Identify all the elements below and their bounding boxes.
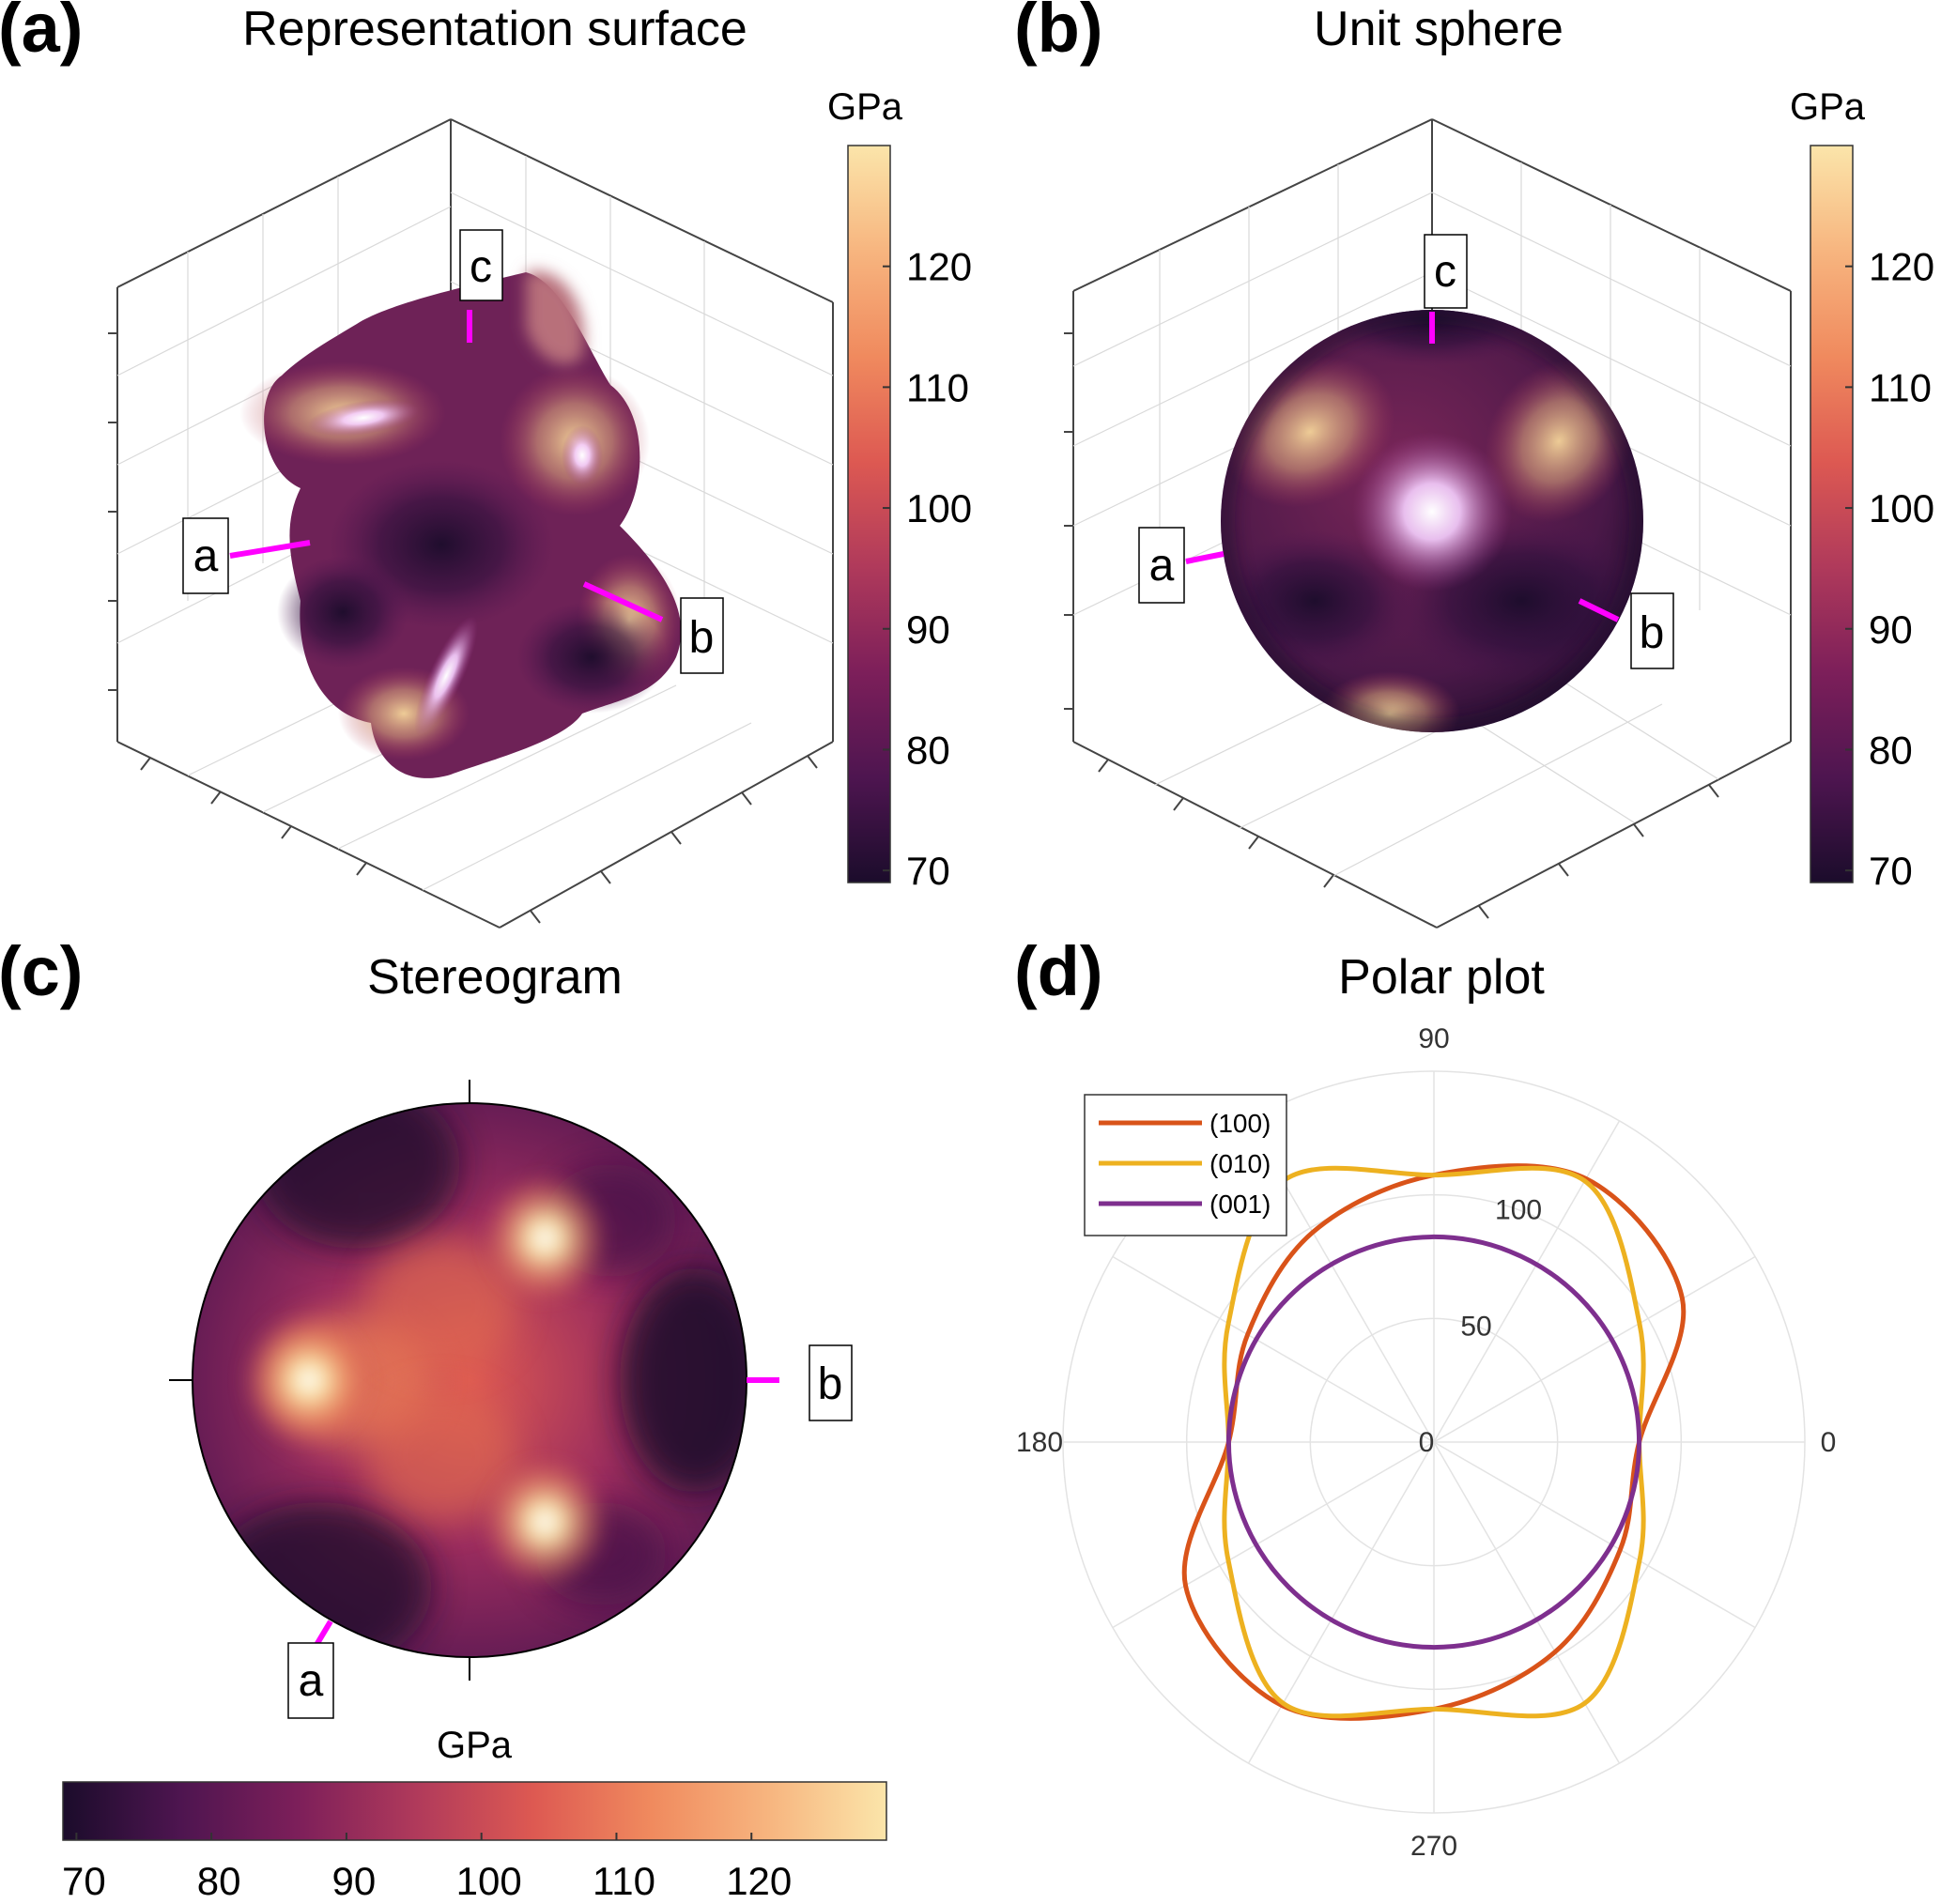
polar-r-tick-label: 0: [1419, 1427, 1435, 1458]
polar-grid-spoke: [1433, 1255, 1756, 1443]
axis-indicators-c: b a: [287, 1344, 853, 1719]
colorbar-tick-label: 100: [906, 486, 972, 530]
colorbar-tick-label: 110: [906, 365, 969, 409]
polar-legend-label: (001): [1209, 1190, 1271, 1219]
polar-angle-label: 90: [1418, 1023, 1449, 1054]
axis-label-c-a: c: [470, 242, 492, 292]
stereo-ticks: [169, 1080, 470, 1681]
panel-title-b: Unit sphere: [1314, 2, 1564, 56]
axis-label-b-a: b: [689, 613, 715, 663]
colorbar-tick-label: 70: [906, 849, 950, 893]
polar-series: [1181, 1163, 1687, 1721]
stereo-peak: [479, 1454, 611, 1590]
stereo-peak: [242, 1313, 375, 1448]
colorbar-tick-label: 80: [906, 728, 950, 772]
colorbar-ticks-c: 70 80 90 100 110 120: [62, 1833, 792, 1903]
polar-angle-label: 0: [1821, 1427, 1837, 1458]
axis-label-a-b: a: [1149, 541, 1175, 591]
colorbar-ticks-a: 70 80 90 100 110 120: [883, 245, 972, 893]
ticks3d-a: [108, 332, 818, 924]
colorbar-b: GPa 70 80 90 100 110 120: [1790, 86, 1934, 893]
colorbar-label-c: GPa: [437, 1725, 513, 1766]
polar-legend: (100) (010) (001): [1084, 1094, 1287, 1236]
panel-label-b: (b): [1014, 0, 1103, 67]
polar-labels: 0 50 100 0 90 180 270: [1016, 1023, 1836, 1862]
axis-label-b-b: b: [1640, 608, 1665, 658]
polar-grid-spoke: [1112, 1441, 1435, 1629]
colorbar-tick-label: 100: [456, 1859, 522, 1903]
axis-label-b-c: b: [818, 1359, 843, 1409]
stereo-peaks: [242, 1170, 611, 1590]
colorbar-tick-label: 70: [62, 1859, 106, 1903]
colorbar-label-b: GPa: [1790, 86, 1866, 128]
polar-series-line: [1225, 1234, 1642, 1651]
colorbar-tick-label: 120: [1869, 245, 1934, 289]
panel-b: (b) Unit sphere: [1014, 0, 1934, 929]
axis-indicators-b: c a b: [1138, 234, 1674, 669]
panel-label-d: (d): [1014, 932, 1103, 1010]
colorbar-tick-label: 100: [1869, 486, 1934, 530]
colorbar-a: GPa 70 80 90 100 110 120: [827, 86, 972, 893]
stereo-peak: [479, 1170, 611, 1306]
colorbar-ticks-b: 70 80 90 100 110 120: [1845, 245, 1934, 893]
axis-indicators-a: c a b: [182, 229, 724, 674]
axis-label-a-a: a: [193, 531, 219, 581]
colorbar-tick-label: 70: [1869, 849, 1913, 893]
polar-r-tick-label: 50: [1460, 1311, 1491, 1342]
panel-label-a: (a): [0, 0, 83, 67]
colorbar-tick-label: 80: [1869, 728, 1913, 772]
ticks3d-b: [1064, 332, 1719, 919]
colorbar-c: GPa 70 80 90 100 110 120: [62, 1725, 887, 1903]
polar-grid-spoke: [1247, 1441, 1435, 1764]
colorbar-label-a: GPa: [827, 86, 903, 128]
colorbar-tick-label: 120: [726, 1859, 792, 1903]
panel-label-c: (c): [0, 932, 83, 1010]
colorbar-tick-label: 90: [332, 1859, 377, 1903]
colorbar-tick-label: 80: [197, 1859, 241, 1903]
polar-grid: [1062, 1070, 1806, 1814]
panel-title-a: Representation surface: [242, 2, 747, 56]
panel-d: (d) Polar plot 0 50 100 0 90 180 270 (100) (010…: [1014, 932, 1836, 1862]
polar-legend-label: (100): [1209, 1109, 1271, 1138]
colorbar-tick-label: 110: [1869, 365, 1932, 409]
axis-label-a-c: a: [299, 1656, 324, 1706]
polar-grid-spoke: [1433, 1120, 1621, 1443]
panel-a: (a) Representation surface: [0, 0, 972, 929]
polar-angle-label: 180: [1016, 1427, 1063, 1458]
polar-grid-spoke: [1433, 1441, 1621, 1764]
polar-grid-spoke: [1433, 1441, 1756, 1629]
colorbar-tick-label: 120: [906, 245, 972, 289]
polar-angle-label: 270: [1410, 1831, 1457, 1862]
colorbar-tick-label: 110: [593, 1859, 655, 1903]
panel-c: (c) Stereogram b: [0, 932, 887, 1903]
representation-surface: [239, 270, 682, 778]
colorbar-tick-label: 90: [1869, 607, 1913, 652]
polar-legend-label: (010): [1209, 1149, 1271, 1178]
stereogram: [192, 1102, 747, 1658]
unit-sphere: [1221, 310, 1643, 732]
panel-title-d: Polar plot: [1338, 950, 1545, 1005]
polar-grid-spoke: [1112, 1255, 1435, 1443]
polar-r-tick-label: 100: [1495, 1195, 1542, 1226]
axis-label-c-b: c: [1434, 247, 1456, 297]
panel-title-c: Stereogram: [367, 950, 623, 1005]
colorbar-tick-label: 90: [906, 607, 950, 652]
